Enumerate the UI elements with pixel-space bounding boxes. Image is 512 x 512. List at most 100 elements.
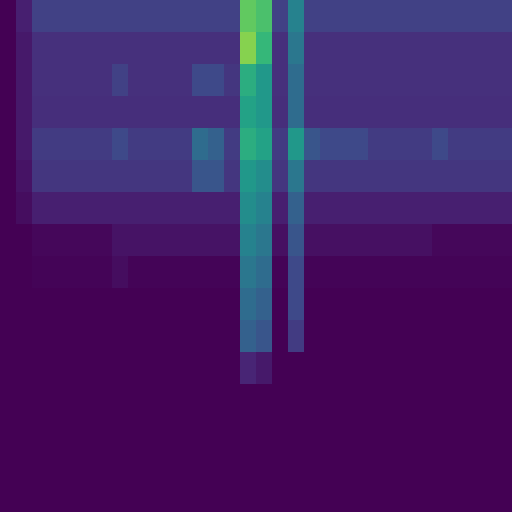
cell: [336, 320, 353, 353]
cell: [64, 288, 81, 321]
cell: [400, 0, 417, 33]
cell: [112, 480, 129, 512]
cell: [288, 96, 305, 129]
cell: [160, 192, 177, 225]
cell: [304, 256, 321, 289]
cell: [336, 64, 353, 97]
cell: [384, 384, 401, 417]
cell: [464, 288, 481, 321]
cell: [208, 128, 225, 161]
cell: [64, 160, 81, 193]
cell: [352, 448, 369, 481]
cell: [368, 128, 385, 161]
cell: [336, 256, 353, 289]
cell: [432, 448, 449, 481]
cell: [256, 320, 273, 353]
cell: [288, 128, 305, 161]
cell: [16, 160, 33, 193]
cell: [224, 288, 241, 321]
cell: [64, 224, 81, 257]
cell: [448, 64, 465, 97]
cell: [336, 224, 353, 257]
cell: [128, 192, 145, 225]
cell: [240, 64, 257, 97]
cell: [16, 320, 33, 353]
cell: [224, 192, 241, 225]
cell: [352, 416, 369, 449]
cell: [304, 128, 321, 161]
cell: [400, 160, 417, 193]
cell: [224, 448, 241, 481]
cell: [320, 288, 337, 321]
cell: [80, 256, 97, 289]
cell: [352, 0, 369, 33]
cell: [480, 480, 497, 512]
cell: [496, 256, 512, 289]
cell: [352, 64, 369, 97]
cell: [128, 352, 145, 385]
cell: [256, 416, 273, 449]
cell: [128, 416, 145, 449]
cell: [368, 192, 385, 225]
cell: [32, 64, 49, 97]
cell: [496, 288, 512, 321]
cell: [448, 384, 465, 417]
cell: [480, 32, 497, 65]
cell: [352, 384, 369, 417]
cell: [368, 224, 385, 257]
cell: [48, 224, 65, 257]
cell: [336, 96, 353, 129]
cell: [288, 224, 305, 257]
cell: [48, 448, 65, 481]
cell: [288, 416, 305, 449]
cell: [320, 0, 337, 33]
cell: [64, 32, 81, 65]
cell: [0, 352, 17, 385]
cell: [320, 256, 337, 289]
cell: [464, 384, 481, 417]
cell: [80, 64, 97, 97]
cell: [432, 352, 449, 385]
cell: [272, 96, 289, 129]
cell: [304, 320, 321, 353]
cell: [368, 480, 385, 512]
cell: [160, 416, 177, 449]
cell: [128, 448, 145, 481]
cell: [288, 192, 305, 225]
cell: [272, 256, 289, 289]
cell: [192, 352, 209, 385]
cell: [48, 160, 65, 193]
cell: [48, 288, 65, 321]
cell: [176, 352, 193, 385]
cell: [16, 256, 33, 289]
cell: [208, 32, 225, 65]
cell: [80, 384, 97, 417]
cell: [96, 224, 113, 257]
cell: [368, 416, 385, 449]
cell: [256, 256, 273, 289]
cell: [320, 64, 337, 97]
cell: [0, 416, 17, 449]
cell: [176, 128, 193, 161]
cell: [256, 288, 273, 321]
cell: [48, 96, 65, 129]
cell: [384, 192, 401, 225]
cell: [288, 352, 305, 385]
cell: [112, 224, 129, 257]
cell: [144, 448, 161, 481]
cell: [0, 192, 17, 225]
cell: [176, 96, 193, 129]
cell: [0, 320, 17, 353]
cell: [160, 32, 177, 65]
cell: [0, 448, 17, 481]
cell: [160, 480, 177, 512]
cell: [384, 416, 401, 449]
cell: [0, 480, 17, 512]
cell: [128, 96, 145, 129]
cell: [464, 224, 481, 257]
cell: [400, 416, 417, 449]
cell: [176, 256, 193, 289]
cell: [64, 480, 81, 512]
cell: [32, 160, 49, 193]
cell: [352, 288, 369, 321]
